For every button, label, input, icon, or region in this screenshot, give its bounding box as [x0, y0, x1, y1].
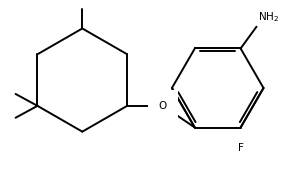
Text: F: F: [238, 143, 244, 153]
Text: NH$_2$: NH$_2$: [258, 10, 279, 24]
Text: O: O: [159, 101, 167, 111]
